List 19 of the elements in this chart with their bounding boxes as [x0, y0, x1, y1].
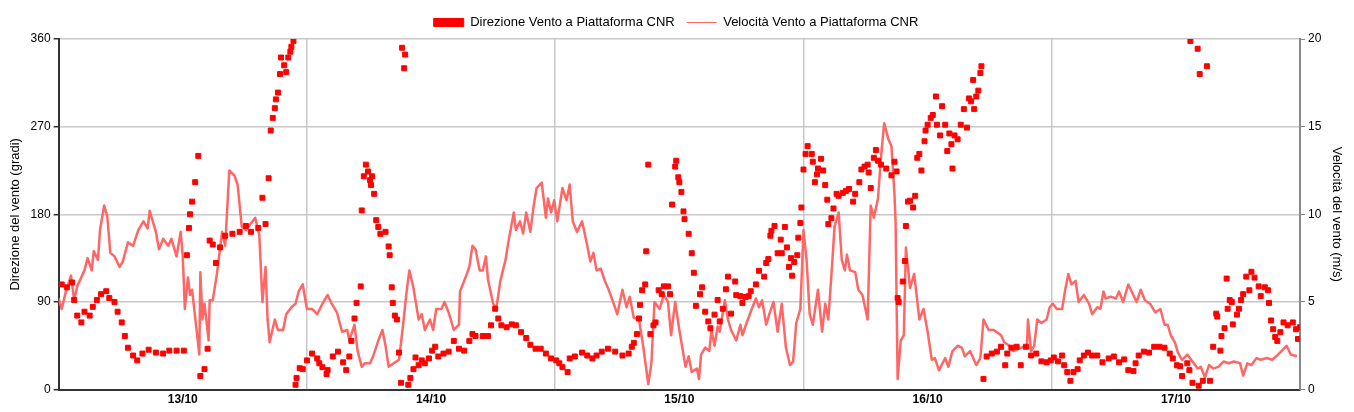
y2-tick-label: 20 — [1308, 31, 1322, 46]
y2-tick-label: 0 — [1308, 381, 1316, 396]
y-tick-label: 90 — [37, 294, 51, 309]
x-tick-label: 15/10 — [664, 392, 695, 407]
legend-label: Velocità Vento a Piattaforma CNR — [723, 14, 919, 30]
x-tick-label: 17/10 — [1160, 392, 1192, 407]
y2-tick-label: 15 — [1308, 118, 1322, 133]
y-tick-label: 0 — [43, 381, 51, 396]
x-tick-label: 13/10 — [167, 392, 199, 407]
y-tick-label: 360 — [30, 31, 51, 46]
legend-label: Direzione Vento a Piattaforma CNR — [470, 14, 675, 30]
x-tick-label: 16/10 — [912, 392, 943, 407]
y-tick-label: 270 — [30, 118, 51, 133]
y-axis-title: Direzione del vento (gradi) — [7, 138, 23, 291]
y2-axis-title: Velocità del vento (m/s) — [1329, 146, 1345, 282]
y2-tick-label: 5 — [1308, 294, 1316, 309]
x-tick-label: 14/10 — [416, 392, 447, 407]
y2-tick-label: 10 — [1308, 206, 1322, 221]
y-tick-label: 180 — [30, 206, 51, 221]
